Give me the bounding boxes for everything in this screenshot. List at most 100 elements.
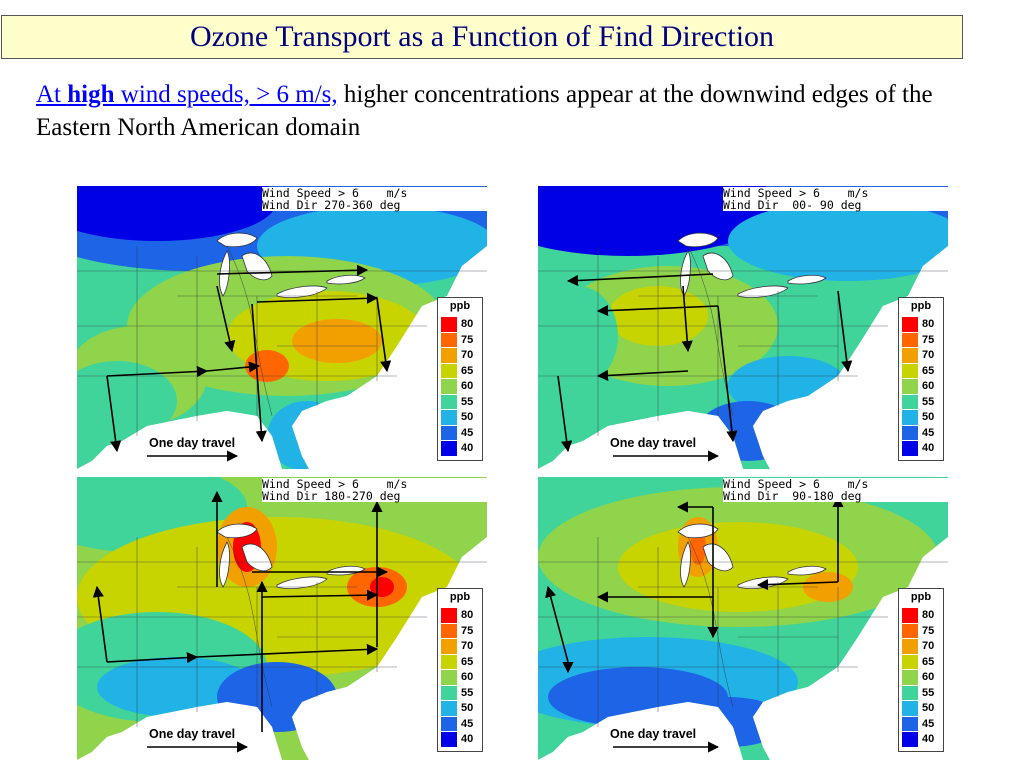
legend-level-label: 45 bbox=[922, 717, 935, 730]
legend-level-label: 70 bbox=[922, 349, 935, 361]
legend-swatch bbox=[902, 654, 918, 669]
legend-row: 75 bbox=[441, 332, 481, 347]
legend-level-label: 60 bbox=[922, 380, 935, 392]
legend-row: 65 bbox=[441, 363, 481, 378]
legend-swatch bbox=[902, 732, 918, 747]
legend-level-label: 70 bbox=[461, 640, 474, 652]
legend-level-label: 40 bbox=[922, 442, 935, 454]
legend-swatch bbox=[902, 379, 918, 394]
legend-swatch bbox=[902, 363, 918, 378]
legend-unit: ppb bbox=[910, 300, 932, 312]
legend-row: 40 bbox=[902, 732, 942, 747]
legend-swatch bbox=[902, 701, 918, 716]
legend-level-label: 65 bbox=[922, 655, 935, 668]
legend-level-label: 70 bbox=[461, 349, 474, 361]
legend-swatch bbox=[441, 410, 457, 425]
legend-row: 65 bbox=[902, 654, 942, 669]
legend-swatch bbox=[441, 332, 457, 347]
legend-swatch bbox=[441, 379, 457, 394]
legend-swatch bbox=[441, 732, 457, 747]
legend-row: 50 bbox=[441, 410, 481, 425]
legend-row: 40 bbox=[441, 441, 481, 456]
legend-row: 55 bbox=[441, 394, 481, 409]
legend-row: 70 bbox=[902, 639, 942, 654]
legend-row: 45 bbox=[902, 425, 942, 440]
subtitle-highlight[interactable]: At high wind speeds, > 6 m/s, bbox=[36, 81, 338, 108]
legend-level-label: 50 bbox=[922, 702, 935, 714]
legend-row: 55 bbox=[902, 394, 942, 409]
legend-swatch bbox=[441, 317, 457, 332]
legend-swatch bbox=[441, 425, 457, 440]
ppb-legend: ppb 80 75 70 65 60 55 50 45 40 bbox=[437, 297, 483, 461]
map-panel-bottom-right: Wind Speed > 6 m/s Wind Dir 90-180 deg p… bbox=[538, 477, 948, 760]
legend-swatch bbox=[441, 363, 457, 378]
legend-swatch bbox=[441, 639, 457, 654]
legend-level-label: 60 bbox=[461, 671, 474, 683]
legend-swatch bbox=[441, 394, 457, 409]
legend-level-label: 75 bbox=[461, 624, 474, 637]
legend-swatch bbox=[441, 608, 457, 623]
legend-level-label: 45 bbox=[461, 717, 474, 730]
ppb-legend: ppb 80 75 70 65 60 55 50 45 40 bbox=[898, 297, 944, 461]
legend-row: 60 bbox=[902, 670, 942, 685]
legend-level-label: 80 bbox=[461, 609, 474, 621]
legend-row: 70 bbox=[441, 348, 481, 363]
panel-header: Wind Speed > 6 m/s Wind Dir 270-360 deg bbox=[262, 187, 487, 211]
legend-swatch bbox=[441, 348, 457, 363]
legend-swatch bbox=[902, 317, 918, 332]
legend-level-label: 45 bbox=[461, 426, 474, 439]
legend-swatch bbox=[902, 639, 918, 654]
ozone-map-270-360 bbox=[77, 186, 487, 469]
legend-level-label: 40 bbox=[922, 733, 935, 745]
legend-row: 50 bbox=[902, 701, 942, 716]
legend-level-label: 65 bbox=[461, 655, 474, 668]
legend-row: 80 bbox=[902, 608, 942, 623]
legend-swatch bbox=[441, 701, 457, 716]
legend-row: 60 bbox=[441, 670, 481, 685]
map-panel-bottom-left: Wind Speed > 6 m/s Wind Dir 180-270 deg … bbox=[77, 477, 487, 760]
ppb-legend: ppb 80 75 70 65 60 55 50 45 40 bbox=[437, 588, 483, 752]
one-day-travel-label: One day travel bbox=[610, 436, 697, 450]
legend-row: 60 bbox=[902, 379, 942, 394]
panel-header: Wind Speed > 6 m/s Wind Dir 00- 90 deg bbox=[723, 187, 948, 211]
legend-row: 40 bbox=[902, 441, 942, 456]
legend-swatch bbox=[902, 410, 918, 425]
legend-row: 65 bbox=[441, 654, 481, 669]
slide-subtitle: At high wind speeds, > 6 m/s, higher con… bbox=[36, 81, 933, 141]
legend-level-label: 65 bbox=[461, 364, 474, 377]
legend-swatch bbox=[902, 716, 918, 731]
legend-row: 40 bbox=[441, 732, 481, 747]
one-day-travel-label: One day travel bbox=[149, 727, 236, 741]
legend-row: 80 bbox=[441, 317, 481, 332]
legend-swatch bbox=[902, 608, 918, 623]
panel-header: Wind Speed > 6 m/s Wind Dir 180-270 deg bbox=[262, 478, 487, 502]
panel-header: Wind Speed > 6 m/s Wind Dir 90-180 deg bbox=[723, 478, 948, 502]
legend-row: 55 bbox=[441, 685, 481, 700]
slide-title: Ozone Transport as a Function of Find Di… bbox=[1, 15, 963, 59]
legend-row: 45 bbox=[902, 716, 942, 731]
legend-level-label: 65 bbox=[922, 364, 935, 377]
legend-swatch bbox=[902, 425, 918, 440]
legend-swatch bbox=[902, 685, 918, 700]
legend-row: 75 bbox=[441, 623, 481, 638]
legend-row: 80 bbox=[441, 608, 481, 623]
legend-level-label: 45 bbox=[922, 426, 935, 439]
legend-swatch bbox=[441, 685, 457, 700]
legend-swatch bbox=[902, 623, 918, 638]
legend-level-label: 75 bbox=[461, 333, 474, 346]
legend-row: 60 bbox=[441, 379, 481, 394]
legend-unit: ppb bbox=[449, 300, 471, 312]
one-day-travel-label: One day travel bbox=[149, 436, 236, 450]
legend-level-label: 50 bbox=[461, 411, 474, 423]
legend-unit: ppb bbox=[449, 591, 471, 603]
legend-swatch bbox=[441, 716, 457, 731]
legend-level-label: 55 bbox=[461, 395, 474, 408]
map-panel-top-right: Wind Speed > 6 m/s Wind Dir 00- 90 deg p… bbox=[538, 186, 948, 469]
legend-level-label: 40 bbox=[461, 442, 474, 454]
legend-row: 80 bbox=[902, 317, 942, 332]
legend-level-label: 60 bbox=[461, 380, 474, 392]
legend-swatch bbox=[902, 332, 918, 347]
legend-level-label: 60 bbox=[922, 671, 935, 683]
legend-level-label: 80 bbox=[922, 609, 935, 621]
map-panel-top-left: Wind Speed > 6 m/s Wind Dir 270-360 deg … bbox=[77, 186, 487, 469]
